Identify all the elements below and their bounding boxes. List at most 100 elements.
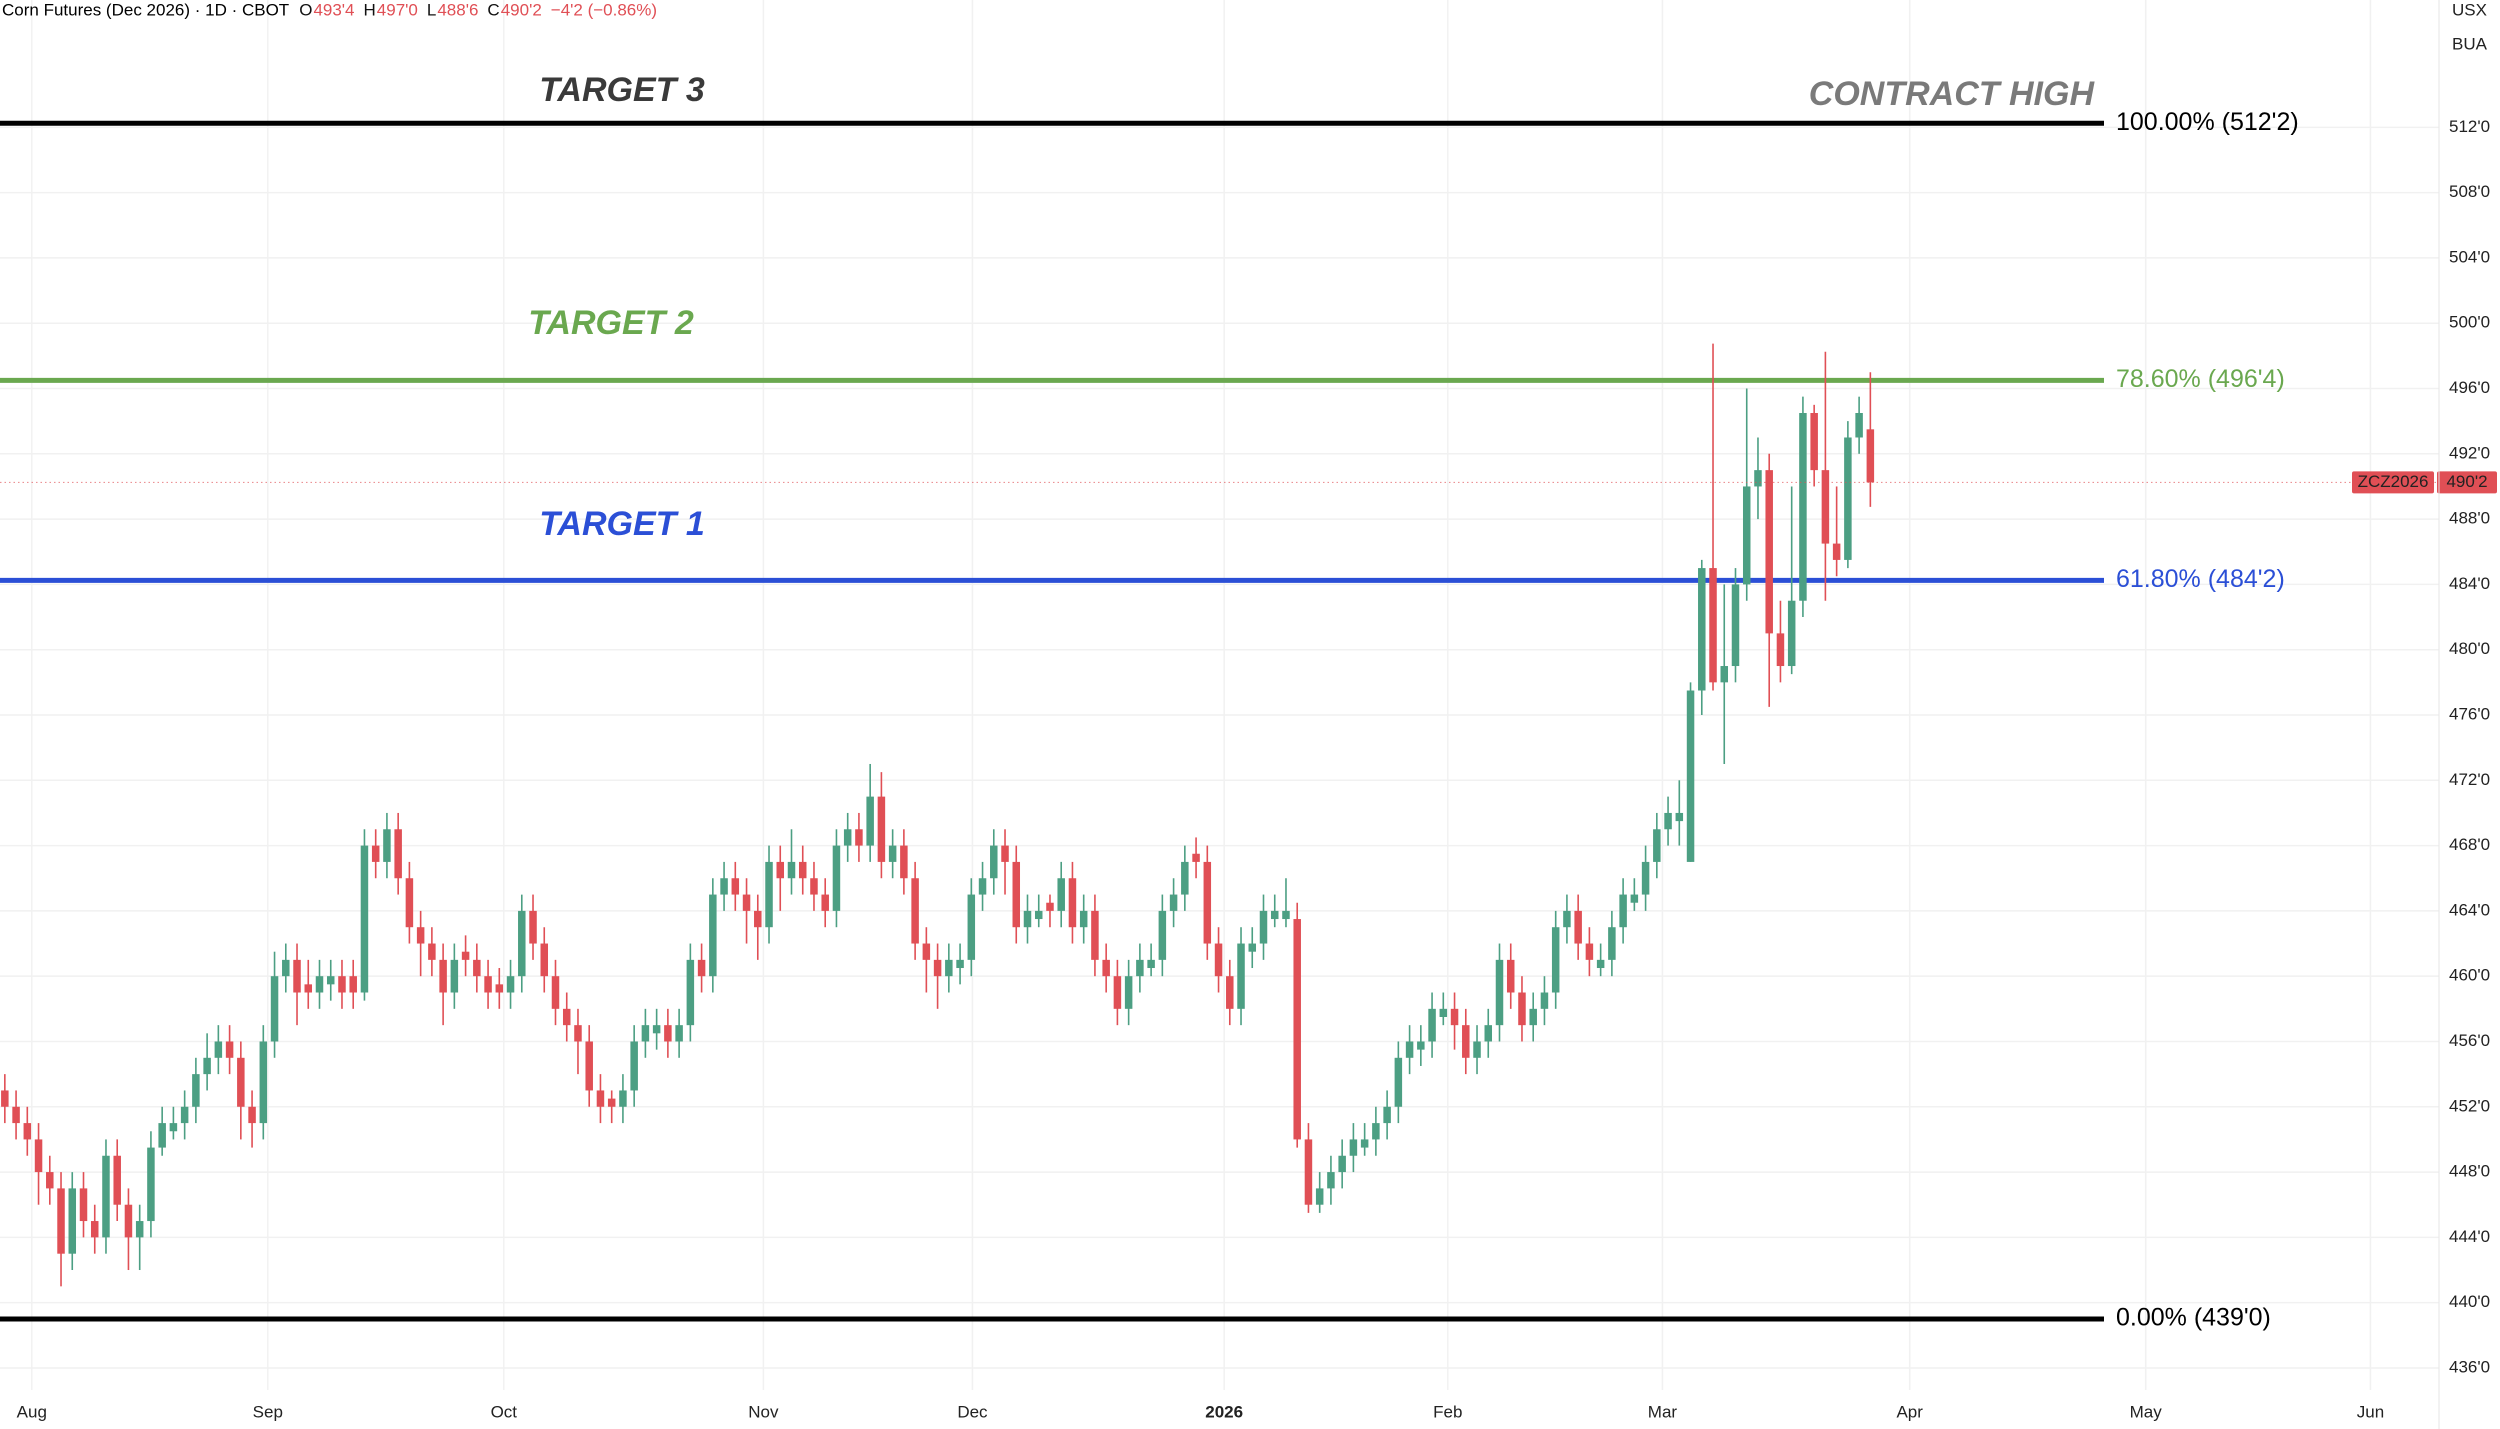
header-field-value: 490'2 xyxy=(501,0,542,19)
candle-body xyxy=(832,845,841,911)
candle-body xyxy=(79,1188,88,1222)
candle-body xyxy=(338,976,346,993)
candle-body xyxy=(1506,959,1515,993)
candle-body xyxy=(1821,470,1830,544)
candle-body xyxy=(1124,976,1133,1009)
candle-body xyxy=(1450,1008,1459,1026)
y-tick-label: 464'0 xyxy=(2449,900,2490,919)
candle-body xyxy=(461,951,470,960)
candle-body xyxy=(641,1025,650,1042)
axis-unit: USX xyxy=(2452,0,2487,19)
candle-body xyxy=(439,959,447,993)
candle-body xyxy=(855,829,863,846)
candle-body xyxy=(978,878,987,895)
candle-body xyxy=(1574,910,1582,944)
candle-body xyxy=(956,959,964,969)
candle-body xyxy=(1,1090,9,1107)
candle-body xyxy=(1147,959,1155,969)
candle-body xyxy=(731,878,740,895)
candle-body xyxy=(416,927,425,944)
candle-body xyxy=(1136,959,1144,977)
x-tick-label: Dec xyxy=(957,1402,988,1421)
candle-body xyxy=(1158,910,1167,960)
candle-body xyxy=(1653,829,1661,862)
candle-body xyxy=(1675,812,1684,822)
candle-body xyxy=(169,1123,178,1132)
candle-body xyxy=(34,1139,43,1173)
candle-body xyxy=(1057,878,1065,911)
candle-body xyxy=(1102,959,1110,977)
candle-body xyxy=(349,976,357,993)
candle-body xyxy=(68,1188,77,1254)
candle-body xyxy=(1799,413,1807,601)
annotation: TARGET 1 xyxy=(539,505,705,543)
candle-body xyxy=(1034,910,1043,920)
candle-body xyxy=(1585,943,1594,960)
x-tick-label: Apr xyxy=(1896,1402,1923,1421)
candle-body xyxy=(1776,633,1785,667)
candle-body xyxy=(1023,910,1032,928)
header-field-value: 497'0 xyxy=(377,0,418,19)
candle-body xyxy=(192,1074,200,1107)
candle-body xyxy=(697,959,706,977)
candle-body xyxy=(57,1188,65,1254)
candle-body xyxy=(1113,976,1122,1009)
level-label: 100.00% (512'2) xyxy=(2116,108,2299,136)
candle-body xyxy=(1754,470,1762,487)
candle-body xyxy=(529,910,537,944)
candle-body xyxy=(1248,943,1257,952)
price-tag-text: 490'2 xyxy=(2446,472,2487,491)
candle-body xyxy=(1765,470,1773,634)
candle-body xyxy=(787,861,796,879)
x-tick-label: Aug xyxy=(17,1402,47,1421)
fib-levels: 100.00% (512'2) 78.60% (496'4) 61.80% (484… xyxy=(0,108,2299,1332)
candle-body xyxy=(293,959,301,993)
candle-body xyxy=(652,1025,661,1034)
candle-body xyxy=(1417,1041,1425,1050)
candle-body xyxy=(1742,486,1751,585)
candle-body xyxy=(821,894,829,911)
candle-body xyxy=(282,959,290,977)
y-tick-label: 508'0 xyxy=(2449,182,2490,201)
candle-body xyxy=(394,829,402,879)
candle-body xyxy=(450,959,459,993)
candle-body xyxy=(473,959,481,977)
candle-body xyxy=(619,1090,627,1107)
y-tick-label: 512'0 xyxy=(2449,117,2490,136)
candle-body xyxy=(1091,910,1099,960)
candle-body xyxy=(1484,1025,1493,1042)
candle-body xyxy=(1495,959,1504,1026)
candle-body xyxy=(607,1098,616,1107)
candle-body xyxy=(664,1025,672,1042)
annotation: CONTRACT HIGH xyxy=(1809,75,2096,113)
candle-body xyxy=(585,1041,593,1091)
candle-body xyxy=(23,1123,32,1140)
candle-body xyxy=(360,845,369,993)
y-tick-label: 476'0 xyxy=(2449,704,2490,723)
candle-body xyxy=(911,878,919,944)
candle-body xyxy=(1383,1106,1391,1124)
y-tick-label: 468'0 xyxy=(2449,835,2490,854)
candle-body xyxy=(237,1057,245,1107)
y-tick-label: 456'0 xyxy=(2449,1031,2490,1050)
y-tick-label: 440'0 xyxy=(2449,1292,2490,1311)
candle-body xyxy=(506,976,515,993)
x-tick-label: May xyxy=(2130,1402,2163,1421)
candle-body xyxy=(990,845,998,879)
level-label: 0.00% (439'0) xyxy=(2116,1304,2271,1332)
x-tick-label: Oct xyxy=(491,1402,518,1421)
candle-body xyxy=(180,1106,189,1124)
candle-body xyxy=(383,829,391,862)
candle-body xyxy=(1270,910,1279,920)
candle-body xyxy=(1709,568,1717,683)
header-title: Corn Futures (Dec 2026) · 1D · CBOT xyxy=(2,0,289,19)
candle-body xyxy=(1731,584,1740,667)
candle-body xyxy=(518,910,526,977)
candle-body xyxy=(1360,1139,1369,1148)
candle-body xyxy=(574,1025,582,1042)
candle-body xyxy=(1079,910,1088,928)
symbol-tag xyxy=(2352,471,2434,494)
header-field-key: C xyxy=(487,0,499,19)
y-tick-label: 444'0 xyxy=(2449,1227,2490,1246)
